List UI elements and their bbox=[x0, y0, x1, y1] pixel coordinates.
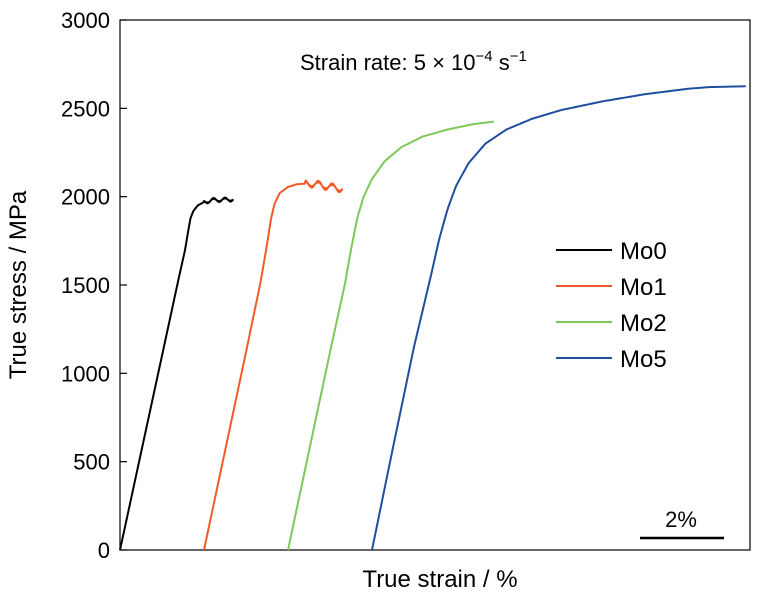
y-tick-label: 2000 bbox=[61, 185, 110, 210]
series-line-mo0 bbox=[119, 196, 235, 551]
annotation-strain-rate: Strain rate: 5 × 10−4 s−1 bbox=[300, 48, 527, 75]
y-tick-label: 3000 bbox=[61, 8, 110, 33]
x-axis-title: True strain / % bbox=[362, 566, 517, 593]
y-tick-label: 0 bbox=[98, 538, 110, 563]
series-line-mo2 bbox=[287, 120, 495, 551]
y-tick-label: 1500 bbox=[61, 273, 110, 298]
series-line-mo1 bbox=[203, 179, 344, 551]
y-axis-ticks: 0 500 1000 1500 2000 2500 3000 bbox=[61, 8, 127, 563]
y-axis-title: True stress / MPa bbox=[5, 190, 32, 379]
legend: Mo0 Mo1 Mo2 Mo5 bbox=[556, 238, 667, 373]
series-layer bbox=[119, 85, 746, 551]
legend-label-mo1: Mo1 bbox=[620, 274, 667, 301]
y-tick-label: 500 bbox=[73, 450, 110, 475]
y-tick-label: 1000 bbox=[61, 361, 110, 386]
legend-label-mo0: Mo0 bbox=[620, 238, 667, 265]
series-line-mo5 bbox=[371, 85, 746, 551]
scale-bar: 2% bbox=[640, 507, 724, 540]
scale-bar-label: 2% bbox=[665, 507, 697, 532]
legend-label-mo5: Mo5 bbox=[620, 346, 667, 373]
y-tick-label: 2500 bbox=[61, 96, 110, 121]
legend-label-mo2: Mo2 bbox=[620, 310, 667, 337]
